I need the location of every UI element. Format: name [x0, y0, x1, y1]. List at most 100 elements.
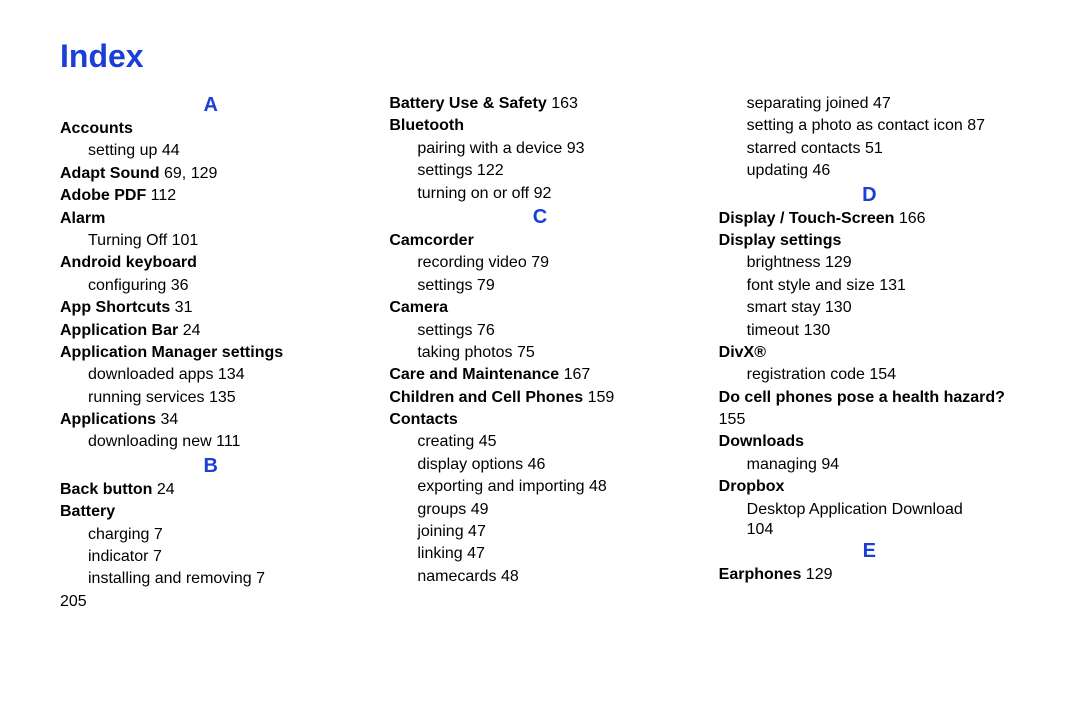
- index-subentry-text: creating: [417, 433, 474, 450]
- index-topic: DivX®: [719, 342, 1020, 364]
- index-subentry: exporting and importing 48: [417, 476, 690, 498]
- index-subentry-text: settings: [417, 277, 472, 294]
- index-subentry-text: Desktop Application Download: [747, 501, 963, 518]
- index-subentry-text: running services: [88, 389, 205, 406]
- index-subentry-text: timeout: [747, 322, 799, 339]
- index-topic-text: Bluetooth: [389, 117, 464, 134]
- section-letter: B: [60, 455, 361, 477]
- index-subentry: namecards 48: [417, 566, 690, 588]
- index-topic-text: Applications: [60, 411, 156, 428]
- index-subentry-page: 45: [479, 433, 497, 450]
- index-topic-text: Downloads: [719, 433, 804, 450]
- index-subentry-page: 101: [172, 232, 199, 249]
- index-subentry-text: downloading new: [88, 433, 212, 450]
- index-subentry-text: pairing with a device: [417, 140, 562, 157]
- index-subentry-text: Turning Off: [88, 232, 167, 249]
- index-subentry: setting up 44: [88, 140, 361, 162]
- index-subentry-page: 130: [804, 322, 831, 339]
- index-topic-text: Application Bar: [60, 322, 178, 339]
- index-topic-page: 159: [588, 389, 615, 406]
- section-letter: C: [389, 206, 690, 228]
- index-subentry-page: 94: [821, 456, 839, 473]
- index-topic: Bluetooth: [389, 115, 690, 137]
- index-subentry-text: groups: [417, 501, 466, 518]
- index-subentry-text: font style and size: [747, 277, 875, 294]
- index-topic: Earphones 129: [719, 564, 1020, 586]
- index-subentry-text: installing and removing: [88, 570, 252, 587]
- section-letter: E: [719, 540, 1020, 562]
- index-subentry-page: 7: [154, 526, 163, 543]
- index-topic-text: App Shortcuts: [60, 299, 170, 316]
- index-subentry-page: 46: [813, 162, 831, 179]
- index-subentry: downloaded apps 134: [88, 364, 361, 386]
- index-subentry: display options 46: [417, 454, 690, 476]
- index-subentry-page: 7: [153, 548, 162, 565]
- index-subentry-page: 131: [879, 277, 906, 294]
- index-subentry-text: display options: [417, 456, 523, 473]
- section-letter: D: [719, 184, 1020, 206]
- index-topic: Do cell phones pose a health hazard? 155: [719, 387, 1020, 432]
- index-subentry: turning on or off 92: [417, 183, 690, 205]
- index-subentry: linking 47: [417, 543, 690, 565]
- index-topic-text: Battery Use & Safety: [389, 95, 546, 112]
- index-subentry: settings 122: [417, 160, 690, 182]
- index-subentry-page: 111: [216, 433, 240, 450]
- index-subentry: indicator 7: [88, 546, 361, 568]
- index-subentry-text: configuring: [88, 277, 166, 294]
- index-subentry-page: 135: [209, 389, 236, 406]
- index-subentry-page: 46: [528, 456, 546, 473]
- index-topic: Camera: [389, 297, 690, 319]
- index-subentry: pairing with a device 93: [417, 138, 690, 160]
- index-subentry-text: downloaded apps: [88, 366, 213, 383]
- index-topic-page: 34: [160, 411, 178, 428]
- index-subentry-page: 48: [501, 568, 519, 585]
- index-subentry-text: indicator: [88, 548, 148, 565]
- index-column-1: AAccountssetting up 44Adapt Sound 69, 12…: [60, 93, 361, 611]
- index-topic-text: Care and Maintenance: [389, 366, 559, 383]
- index-subentry-text: turning on or off: [417, 185, 529, 202]
- index-subentry-text: starred contacts: [747, 140, 861, 157]
- index-topic-text: Android keyboard: [60, 254, 197, 271]
- index-subentry-page: 79: [477, 277, 495, 294]
- index-subentry-wrapped: Desktop Application Download104: [719, 499, 1020, 539]
- index-subentry-page: 7: [256, 570, 265, 587]
- index-topic-text: Earphones: [719, 566, 802, 583]
- index-topic: Battery: [60, 501, 361, 523]
- index-subentry-page: 93: [567, 140, 585, 157]
- index-topic-text: Application Manager settings: [60, 344, 283, 361]
- index-subentry: downloading new 111: [88, 431, 361, 453]
- index-subentry-page: 44: [162, 142, 180, 159]
- index-subentry-page: 92: [534, 185, 552, 202]
- index-topic: App Shortcuts 31: [60, 297, 361, 319]
- index-subentry-text: namecards: [417, 568, 496, 585]
- index-subentry-text: updating: [747, 162, 808, 179]
- index-subentry: registration code 154: [747, 364, 1020, 386]
- index-topic: Display / Touch-Screen 166: [719, 208, 1020, 230]
- index-topic: Application Bar 24: [60, 320, 361, 342]
- index-topic-text: Camera: [389, 299, 448, 316]
- index-topic-page: 155: [719, 411, 746, 428]
- index-subentry-page: 47: [468, 523, 486, 540]
- index-topic-page: 24: [183, 322, 201, 339]
- index-subentry-text: recording video: [417, 254, 526, 271]
- index-subentry-text: smart stay: [747, 299, 821, 316]
- index-subentry-text: settings: [417, 162, 472, 179]
- index-subentry-text: brightness: [747, 254, 821, 271]
- index-subentry: updating 46: [747, 160, 1020, 182]
- index-subentry-text: registration code: [747, 366, 865, 383]
- index-topic-page: 31: [175, 299, 193, 316]
- index-subentry: joining 47: [417, 521, 690, 543]
- index-subentry-page: 51: [865, 140, 883, 157]
- index-subentry-page: 134: [218, 366, 245, 383]
- index-subentry-text: taking photos: [417, 344, 512, 361]
- index-topic: Alarm: [60, 208, 361, 230]
- index-topic-text: Display / Touch-Screen: [719, 210, 895, 227]
- page-title: Index: [60, 38, 1020, 75]
- index-subentry: Turning Off 101: [88, 230, 361, 252]
- index-subentry: managing 94: [747, 454, 1020, 476]
- index-topic: Back button 24: [60, 479, 361, 501]
- index-topic: Children and Cell Phones 159: [389, 387, 690, 409]
- index-topic: Accounts: [60, 118, 361, 140]
- index-topic-text: Adobe PDF: [60, 187, 146, 204]
- index-topic: Display settings: [719, 230, 1020, 252]
